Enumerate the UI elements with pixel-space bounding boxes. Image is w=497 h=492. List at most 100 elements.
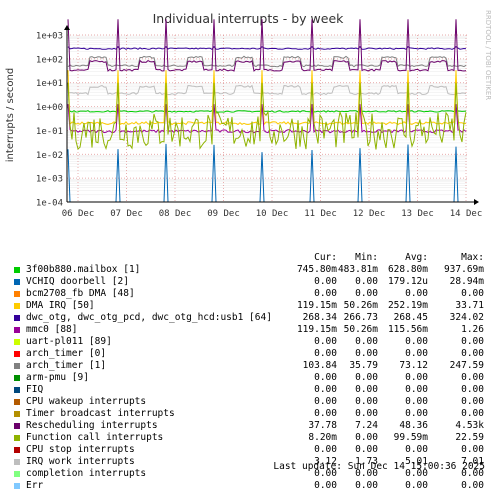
legend-swatch [14,411,20,417]
legend-row: completion interrupts 0.00 0.00 0.00 0.00 [0,468,497,480]
col-header-avg: Avg: [405,252,428,263]
series-line [67,45,467,50]
legend-value: 0.00 [355,372,378,383]
legend-row: DMA IRQ [50] 119.15m 50.26m 252.19m 33.71 [0,300,497,312]
x-tick-label: 14 Dec [450,209,483,219]
legend-value: 0.00 [405,348,428,359]
legend-value: 179.12u [387,276,428,287]
legend-swatch [14,459,20,465]
legend-swatch [14,363,20,369]
legend-value: 0.00 [314,276,337,287]
series-line [67,55,467,68]
legend-value: 7.01 [461,456,484,467]
series-line [67,105,467,113]
legend-value: 0.00 [314,444,337,455]
legend-series-name: 3f00b880.mailbox [1] [26,264,141,275]
legend-series-name: dwc_otg, dwc_otg_pcd, dwc_otg_hcd:usb1 [… [26,312,272,323]
legend-value: 266.73 [343,312,378,323]
legend-value: 1.26 [461,324,484,335]
legend-swatch [14,279,20,285]
legend-value: 0.00 [461,336,484,347]
legend-row: arch_timer [1] 103.84 35.79 73.12 247.59 [0,360,497,372]
legend-value: 0.00 [405,288,428,299]
legend-value: 0.00 [355,468,378,479]
y-tick-label: 1e-04 [36,199,63,209]
legend-value: 0.00 [355,288,378,299]
legend-row: bcm2708_fb DMA [48] 0.00 0.00 0.00 0.00 [0,288,497,300]
legend-swatch [14,339,20,345]
legend-swatch [14,291,20,297]
legend-value: 0.00 [405,480,428,491]
legend-value: 0.00 [461,348,484,359]
legend-swatch [14,387,20,393]
legend-value: 4.53k [455,420,484,431]
legend-value: 745.80m [296,264,337,275]
legend-value: 0.00 [355,348,378,359]
legend-value: 103.84 [302,360,337,371]
legend-value: 0.00 [355,384,378,395]
y-tick-label: 1e+03 [36,32,63,42]
legend-value: 0.00 [355,276,378,287]
x-tick-label: 10 Dec [256,209,289,219]
y-tick-label: 1e+02 [36,55,63,65]
legend-row: CPU stop interrupts 0.00 0.00 0.00 0.00 [0,444,497,456]
legend-series-name: Rescheduling interrupts [26,420,158,431]
y-tick-label: 1e+01 [36,79,63,89]
legend-value: 1.73 [355,456,378,467]
legend-series-name: VCHIQ doorbell [2] [26,276,129,287]
legend-value: 0.00 [461,372,484,383]
legend-value: 247.59 [449,360,484,371]
legend-value: 35.79 [349,360,378,371]
legend-value: 7.24 [355,420,378,431]
legend-value: 8.20m [308,432,337,443]
legend-swatch [14,399,20,405]
legend-series-name: arch_timer [1] [26,360,107,371]
legend-value: 0.00 [461,480,484,491]
legend-series-name: arm-pmu [9] [26,372,89,383]
legend-value: 0.00 [461,396,484,407]
legend-value: 37.78 [308,420,337,431]
legend-row: arm-pmu [9] 0.00 0.00 0.00 0.00 [0,372,497,384]
legend-value: 0.00 [461,384,484,395]
x-tick-label: 08 Dec [159,209,192,219]
series-line [67,104,467,134]
legend-series-name: CPU wakeup interrupts [26,396,147,407]
y-axis-label: interrupts / second [5,68,16,162]
legend-value: 0.00 [314,372,337,383]
legend-row: Rescheduling interrupts 37.78 7.24 48.36 4.5… [0,420,497,432]
legend-value: 0.00 [314,288,337,299]
legend-series-name: arch_timer [0] [26,348,107,359]
legend-series-name: Err [26,480,44,491]
legend-series-name: DMA IRQ [50] [26,300,95,311]
legend-value: 50.26m [343,300,378,311]
legend-value: 0.00 [355,432,378,443]
y-tick-label: 1e-03 [36,175,63,185]
legend-value: 0.00 [405,408,428,419]
legend-value: 3.12 [314,456,337,467]
legend-value: 99.59m [393,432,428,443]
x-tick-label: 07 Dec [110,209,143,219]
legend-value: 0.00 [314,408,337,419]
legend-row: VCHIQ doorbell [2] 0.00 0.00 179.12u 28.94m [0,276,497,288]
x-tick-label: 13 Dec [401,209,434,219]
series-line [67,84,467,96]
legend-row: dwc_otg, dwc_otg_pcd, dwc_otg_hcd:usb1 [… [0,312,497,324]
legend-value: 0.00 [355,396,378,407]
legend-value: 0.00 [461,468,484,479]
legend-swatch [14,303,20,309]
legend-value: 268.34 [302,312,337,323]
col-header-max: Max: [461,252,484,263]
last-update: Last update: Sun Dec 14 15:00:36 2025 [273,461,485,472]
legend-value: 0.00 [405,384,428,395]
legend-value: 0.00 [405,372,428,383]
x-tick-label: 09 Dec [207,209,240,219]
legend-swatch [14,351,20,357]
legend-swatch [14,483,20,489]
legend-row: Function call interrupts 8.20m 0.00 99.59m 2… [0,432,497,444]
legend-value: 33.71 [455,300,484,311]
legend-value: 0.00 [355,480,378,491]
legend-value: 0.00 [314,468,337,479]
legend-series-name: uart-pl011 [89] [26,336,112,347]
chart-plot: Individual interrupts - by week interrup… [5,10,492,219]
series-line [67,19,467,72]
